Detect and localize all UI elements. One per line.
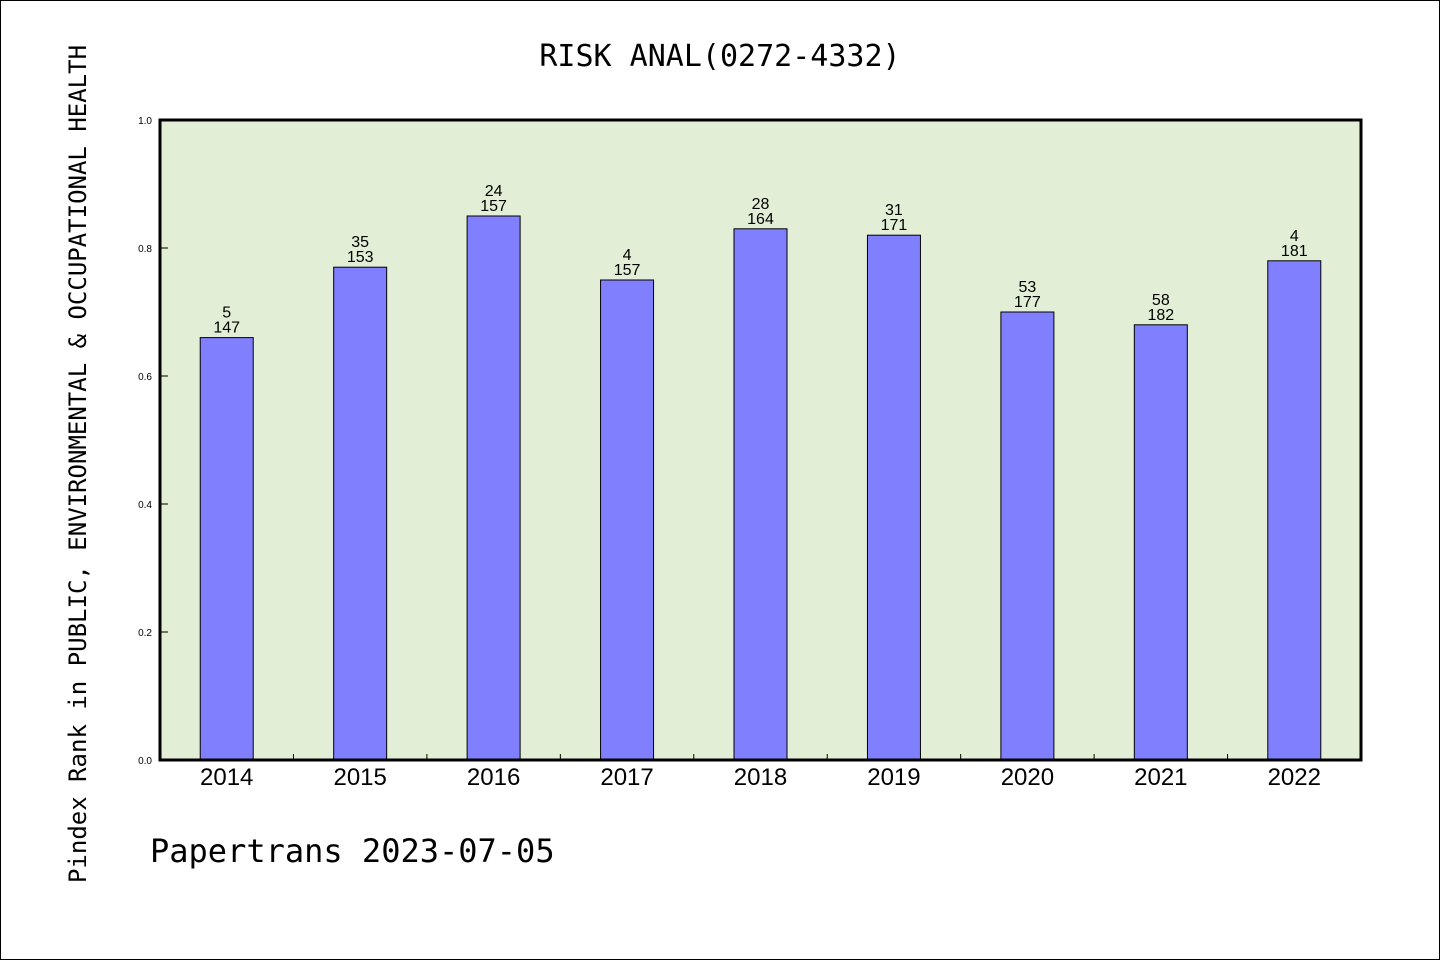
- bar-total-label-2015: 153: [347, 249, 374, 266]
- footer-credit: Papertrans 2023-07-05: [150, 832, 555, 870]
- x-axis: 2014 2015 2016 2017 2018 2019 2020 2021 2022: [200, 754, 1321, 791]
- bar-total-label-2020: 177: [1014, 294, 1041, 311]
- bar-rank-label-2020: 53: [1018, 279, 1036, 296]
- x-tick-label-2021: 2021: [1134, 764, 1187, 791]
- bar-total-label-2014: 147: [213, 320, 240, 337]
- bar-total-label-2019: 171: [881, 217, 908, 234]
- bar-rank-label-2015: 35: [351, 234, 369, 251]
- bar-2018: [733, 228, 788, 761]
- bar-rank-label-2021: 58: [1152, 292, 1170, 309]
- bar-rank-label-2022: 4: [1290, 228, 1299, 245]
- x-tick-label-2016: 2016: [467, 764, 520, 791]
- y-tick-label-0.2: 0.2: [138, 628, 152, 639]
- y-tick-label-0.4: 0.4: [138, 500, 152, 511]
- x-tick-label-2019: 2019: [867, 764, 920, 791]
- x-tick-label-2018: 2018: [734, 764, 787, 791]
- bar-2022: [1267, 260, 1322, 761]
- bars-layer: [199, 215, 1322, 761]
- x-tick-label-2017: 2017: [600, 764, 653, 791]
- bar-rank-label-2017: 4: [623, 247, 632, 264]
- bar-2020: [1000, 311, 1055, 761]
- bar-rank-label-2014: 5: [222, 305, 231, 322]
- x-tick-label-2014: 2014: [200, 764, 253, 791]
- bar-total-label-2018: 164: [747, 211, 774, 228]
- bar-2021: [1133, 324, 1188, 761]
- plot-border: [158, 118, 1363, 762]
- bar-rank-label-2018: 28: [752, 196, 770, 213]
- bar-2015: [333, 266, 388, 761]
- y-tick-label-0.6: 0.6: [138, 372, 152, 383]
- bar-2016: [466, 215, 521, 761]
- x-tick-label-2020: 2020: [1001, 764, 1054, 791]
- y-axis-label: Pindex Rank in PUBLIC, ENVIRONMENTAL & O…: [64, 45, 92, 883]
- bar-2017: [600, 279, 655, 761]
- y-tick-label-0.0: 0.0: [138, 756, 152, 767]
- y-tick-label-0.8: 0.8: [138, 244, 152, 255]
- chart-title: RISK ANAL(0272-4332): [539, 39, 900, 74]
- bar-rank-label-2016: 24: [485, 183, 503, 200]
- bar-total-label-2022: 181: [1281, 243, 1308, 260]
- bar-2019: [866, 234, 921, 761]
- bar-total-label-2016: 157: [480, 198, 507, 215]
- x-tick-label-2022: 2022: [1268, 764, 1321, 791]
- bar-2014: [199, 337, 254, 761]
- bar-total-label-2021: 182: [1147, 307, 1174, 324]
- bar-rank-label-2019: 31: [885, 202, 903, 219]
- x-tick-label-2015: 2015: [333, 764, 386, 791]
- y-tick-label-1.0: 1.0: [138, 116, 152, 127]
- bar-total-label-2017: 157: [614, 262, 641, 279]
